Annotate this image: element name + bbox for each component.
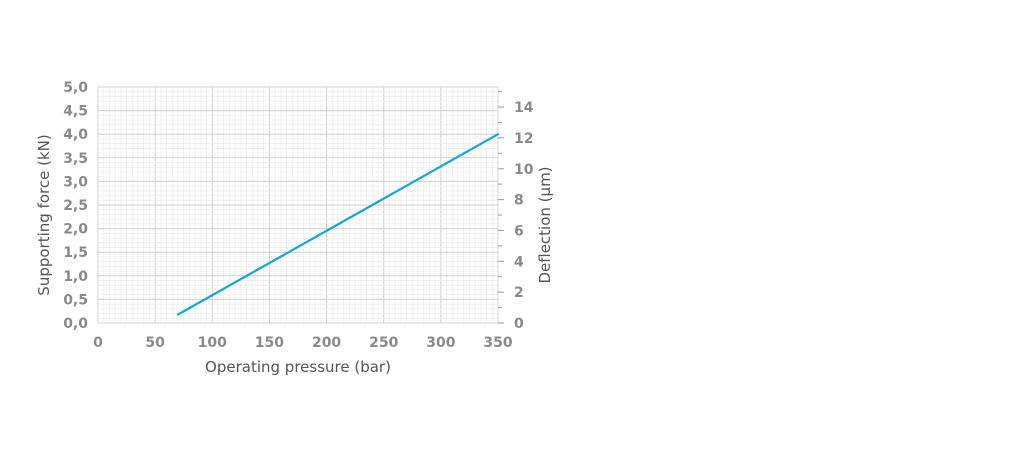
- y-tick-label: 4,5: [63, 104, 88, 120]
- y2-tick-label: 4: [514, 254, 524, 270]
- y2-tick-label: 10: [514, 162, 534, 178]
- grid: [97, 86, 499, 324]
- y2-axis-ticks: 0 2 4 6 8 10 12 14: [498, 91, 534, 332]
- series-line: [176, 133, 500, 316]
- x-tick-label: 100: [198, 335, 227, 351]
- plot-frame: [97, 86, 499, 324]
- x-tick-label: 300: [426, 335, 455, 351]
- y-tick-label: 0,0: [63, 316, 88, 332]
- y2-tick-label: 6: [514, 223, 524, 239]
- y-tick-label: 0,5: [63, 292, 88, 308]
- y2-tick-label: 2: [514, 285, 524, 301]
- x-tick-label: 150: [255, 335, 284, 351]
- x-axis-title: Operating pressure (bar): [205, 358, 391, 376]
- y-tick-label: 2,0: [63, 222, 88, 238]
- y-tick-label: 2,5: [63, 198, 88, 214]
- x-tick-label: 350: [483, 335, 512, 351]
- x-tick-label: 0: [93, 335, 103, 351]
- y2-axis-title: Deflection (µm): [536, 166, 554, 283]
- y-tick-label: 5,0: [63, 80, 88, 96]
- y2-tick-label: 14: [514, 100, 534, 116]
- y-tick-label: 4,0: [63, 127, 88, 143]
- x-axis-ticks: 0 50 100 150 200 250 300 350: [93, 335, 513, 351]
- x-tick-label: 50: [145, 335, 165, 351]
- y2-tick-label: 8: [514, 193, 524, 209]
- y2-tick-label: 0: [514, 316, 524, 332]
- y-tick-label: 3,0: [63, 174, 88, 190]
- y-tick-label: 1,5: [63, 245, 88, 261]
- y-tick-label: 1,0: [63, 269, 88, 285]
- x-tick-label: 250: [369, 335, 398, 351]
- y-tick-label: 3,5: [63, 151, 88, 167]
- y-axis-ticks: 0,0 0,5 1,0 1,5 2,0 2,5 3,0 3,5 4,0 4,5 5,0: [63, 80, 88, 332]
- x-tick-label: 200: [312, 335, 341, 351]
- series-group: [176, 133, 500, 316]
- y-axis-title: Supporting force (kN): [35, 134, 53, 295]
- y2-tick-label: 12: [514, 131, 533, 147]
